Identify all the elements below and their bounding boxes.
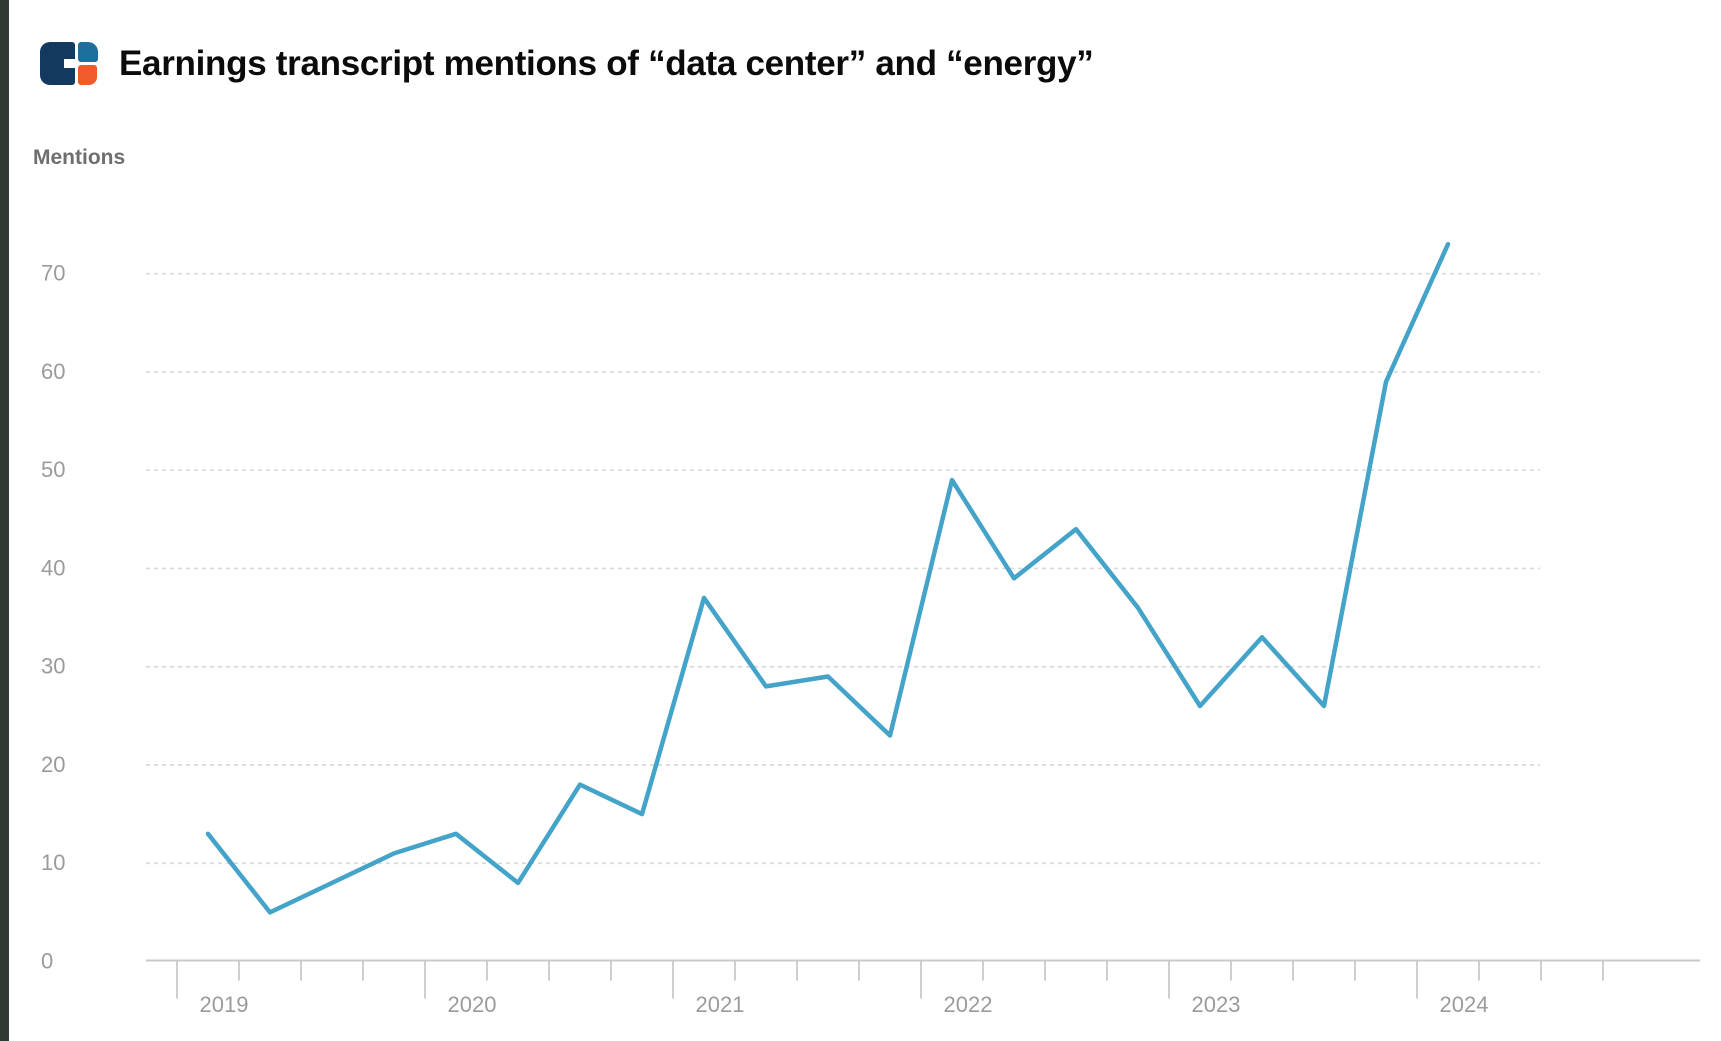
logo-blue-block (78, 42, 98, 62)
y-tick-label: 20 (41, 752, 65, 777)
logo-orange-block (78, 65, 97, 85)
x-year-label: 2019 (200, 992, 249, 1017)
x-year-label: 2024 (1440, 992, 1489, 1017)
y-tick-label: 50 (41, 457, 65, 482)
left-edge-bar (0, 0, 9, 1041)
y-axis-title: Mentions (33, 146, 126, 169)
y-tick-label: 60 (41, 359, 65, 384)
x-year-label: 2020 (448, 992, 497, 1017)
logo-notch (64, 59, 75, 68)
x-year-label: 2023 (1192, 992, 1241, 1017)
y-tick-label: 10 (41, 850, 65, 875)
x-year-label: 2021 (696, 992, 745, 1017)
mentions-series-line (205, 241, 1451, 915)
y-tick-label: 30 (41, 654, 65, 679)
y-tick-label: 40 (41, 555, 65, 580)
y-tick-label: 70 (41, 261, 65, 286)
x-year-label: 2022 (944, 992, 993, 1017)
y-tick-label: 0 (41, 949, 53, 974)
chart-title: Earnings transcript mentions of “data ce… (119, 44, 1094, 83)
cbinsights-logo (40, 42, 98, 85)
